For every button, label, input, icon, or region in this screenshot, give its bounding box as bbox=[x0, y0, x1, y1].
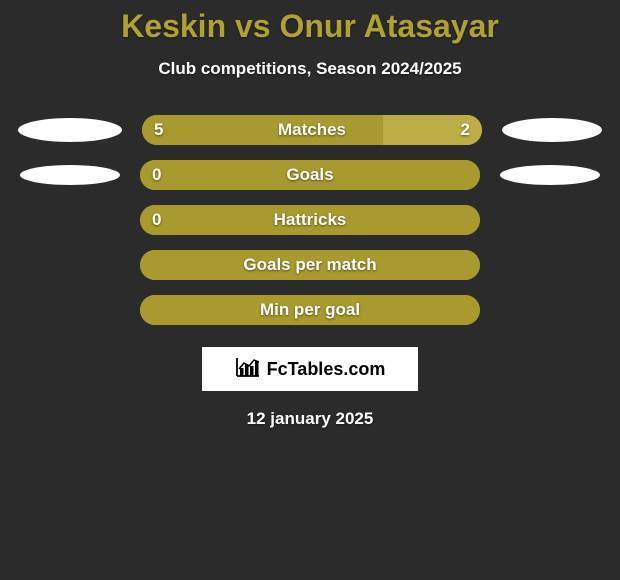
player-right-avatar bbox=[502, 118, 602, 142]
stat-row: Goals0 bbox=[0, 160, 620, 190]
stat-value-left: 5 bbox=[154, 120, 163, 140]
brand-badge: FcTables.com bbox=[202, 347, 418, 391]
bar-fill-left bbox=[140, 295, 480, 325]
bar-fill-left bbox=[140, 160, 480, 190]
stat-value-left: 0 bbox=[152, 165, 161, 185]
brand-text: FcTables.com bbox=[267, 359, 386, 380]
stat-bar: Min per goal bbox=[140, 295, 480, 325]
stat-row: Matches52 bbox=[0, 115, 620, 145]
stat-bar: Goals0 bbox=[140, 160, 480, 190]
stat-bar: Hattricks0 bbox=[140, 205, 480, 235]
bar-fill-left bbox=[140, 250, 480, 280]
subtitle: Club competitions, Season 2024/2025 bbox=[0, 59, 620, 79]
date: 12 january 2025 bbox=[0, 409, 620, 429]
comparison-infographic: Keskin vs Onur Atasayar Club competition… bbox=[0, 0, 620, 580]
bar-fill-left bbox=[140, 205, 480, 235]
page-title: Keskin vs Onur Atasayar bbox=[0, 0, 620, 45]
stat-row: Min per goal bbox=[0, 295, 620, 325]
player-right-avatar bbox=[500, 165, 600, 185]
bar-fill-left bbox=[142, 115, 383, 145]
stat-bar: Goals per match bbox=[140, 250, 480, 280]
stat-rows: Matches52Goals0Hattricks0Goals per match… bbox=[0, 115, 620, 325]
chart-bar-icon bbox=[235, 356, 261, 383]
stat-row: Goals per match bbox=[0, 250, 620, 280]
player-left-avatar bbox=[18, 118, 122, 142]
stat-value-left: 0 bbox=[152, 210, 161, 230]
stat-row: Hattricks0 bbox=[0, 205, 620, 235]
stat-value-right: 2 bbox=[461, 120, 470, 140]
player-left-avatar bbox=[20, 165, 120, 185]
stat-bar: Matches52 bbox=[142, 115, 482, 145]
